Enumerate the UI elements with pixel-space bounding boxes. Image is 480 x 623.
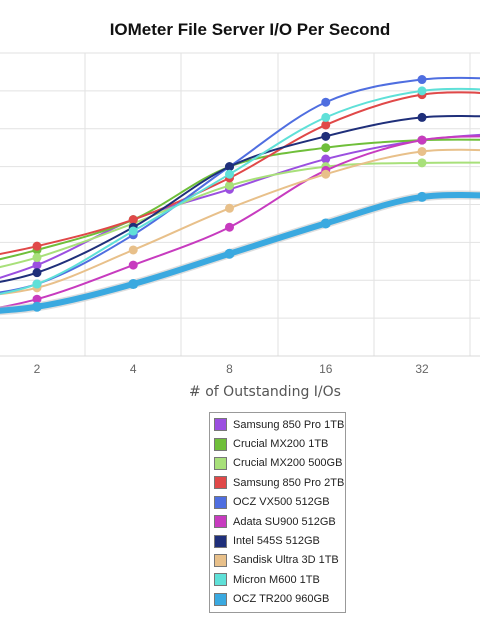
series-samsung-850-pro-2tb (0, 90, 480, 256)
data-point[interactable] (417, 146, 427, 156)
legend-swatch (214, 476, 227, 490)
legend-label: Micron M600 1TB (233, 573, 320, 586)
series-crucial-mx200-500gb (0, 158, 480, 269)
series-lines (0, 75, 480, 316)
legend-label: OCZ TR200 960GB (233, 593, 330, 606)
legend-item[interactable]: OCZ TR200 960GB (210, 590, 345, 609)
legend-swatch (214, 495, 227, 509)
legend-label: Intel 545S 512GB (233, 535, 320, 548)
series-ocz-tr200-960gb (0, 190, 480, 316)
legend-item[interactable]: Samsung 850 Pro 1TB (210, 415, 345, 434)
x-tick-label: 4 (130, 362, 137, 376)
legend-label: Sandisk Ultra 3D 1TB (233, 554, 339, 567)
data-point[interactable] (224, 248, 235, 259)
data-point[interactable] (128, 245, 138, 255)
data-point[interactable] (225, 181, 234, 191)
data-point[interactable] (321, 97, 331, 107)
legend-label: Samsung 850 Pro 2TB (233, 476, 345, 489)
x-tick-label: 2 (34, 362, 41, 376)
chart-title: IOMeter File Server I/O Per Second (109, 20, 391, 39)
legend-swatch (214, 437, 227, 451)
data-point[interactable] (32, 260, 42, 270)
legend-item[interactable]: Intel 545S 512GB (210, 531, 345, 550)
legend-label: Samsung 850 Pro 1TB (233, 418, 345, 431)
series-adata-su900-512gb (0, 135, 480, 309)
data-point[interactable] (32, 268, 42, 278)
data-point[interactable] (320, 218, 331, 229)
series-samsung-850-pro-1tb (0, 133, 480, 279)
data-point[interactable] (417, 86, 427, 96)
data-point[interactable] (32, 279, 42, 289)
data-point[interactable] (321, 143, 331, 153)
legend-item[interactable]: Samsung 850 Pro 2TB (210, 473, 345, 492)
data-point[interactable] (32, 301, 42, 312)
series-sandisk-ultra-3d-1tb (0, 146, 480, 296)
x-tick-label: 16 (319, 362, 333, 376)
data-point[interactable] (128, 215, 138, 225)
data-point[interactable] (225, 222, 234, 232)
data-point[interactable] (417, 158, 427, 168)
legend-swatch (214, 553, 227, 567)
legend-item[interactable]: OCZ VX500 512GB (210, 493, 345, 512)
series-shadow (0, 190, 480, 316)
legend-swatch (214, 534, 227, 548)
grid (0, 52, 480, 357)
legend-item[interactable]: Crucial MX200 500GB (210, 454, 345, 473)
legend-item[interactable]: Micron M600 1TB (210, 570, 345, 589)
legend-label: Crucial MX200 1TB (233, 438, 329, 451)
series-micron-m600-1tb (0, 86, 480, 295)
legend-swatch (214, 515, 227, 529)
data-point[interactable] (128, 226, 138, 236)
legend-swatch (214, 418, 227, 432)
legend-label: Crucial MX200 500GB (233, 457, 343, 470)
data-point[interactable] (321, 112, 331, 122)
legend-item[interactable]: Sandisk Ultra 3D 1TB (210, 551, 345, 570)
data-point[interactable] (225, 169, 234, 179)
data-point[interactable] (128, 260, 138, 270)
data-point[interactable] (417, 112, 427, 122)
x-axis-title: # of Outstanding I/Os (189, 384, 341, 400)
legend-swatch (214, 573, 227, 587)
legend-swatch (214, 456, 227, 470)
data-point[interactable] (321, 131, 331, 141)
series-line (0, 133, 480, 279)
data-point[interactable] (417, 191, 427, 202)
legend-label: OCZ VX500 512GB (233, 496, 330, 509)
legend: Samsung 850 Pro 1TB Crucial MX200 1TB Cruc… (209, 412, 346, 613)
legend-item[interactable]: Crucial MX200 1TB (210, 434, 345, 453)
series-ocz-vx500-512gb (0, 75, 480, 294)
legend-label: Adata SU900 512GB (233, 515, 336, 528)
data-point[interactable] (128, 279, 139, 290)
data-point[interactable] (32, 294, 42, 304)
data-point[interactable] (417, 75, 427, 85)
legend-swatch (214, 592, 227, 606)
x-axis-ticks: 2 4 8 16 32 (34, 362, 429, 376)
data-point[interactable] (417, 135, 427, 145)
data-point[interactable] (225, 203, 234, 213)
data-point[interactable] (32, 241, 42, 251)
x-tick-label: 32 (415, 362, 429, 376)
legend-item[interactable]: Adata SU900 512GB (210, 512, 345, 531)
data-point[interactable] (32, 253, 42, 263)
data-point[interactable] (225, 162, 234, 172)
x-tick-label: 8 (226, 362, 233, 376)
series-line (0, 76, 480, 294)
data-point[interactable] (321, 169, 331, 179)
data-point[interactable] (321, 154, 331, 164)
data-point[interactable] (321, 120, 331, 130)
